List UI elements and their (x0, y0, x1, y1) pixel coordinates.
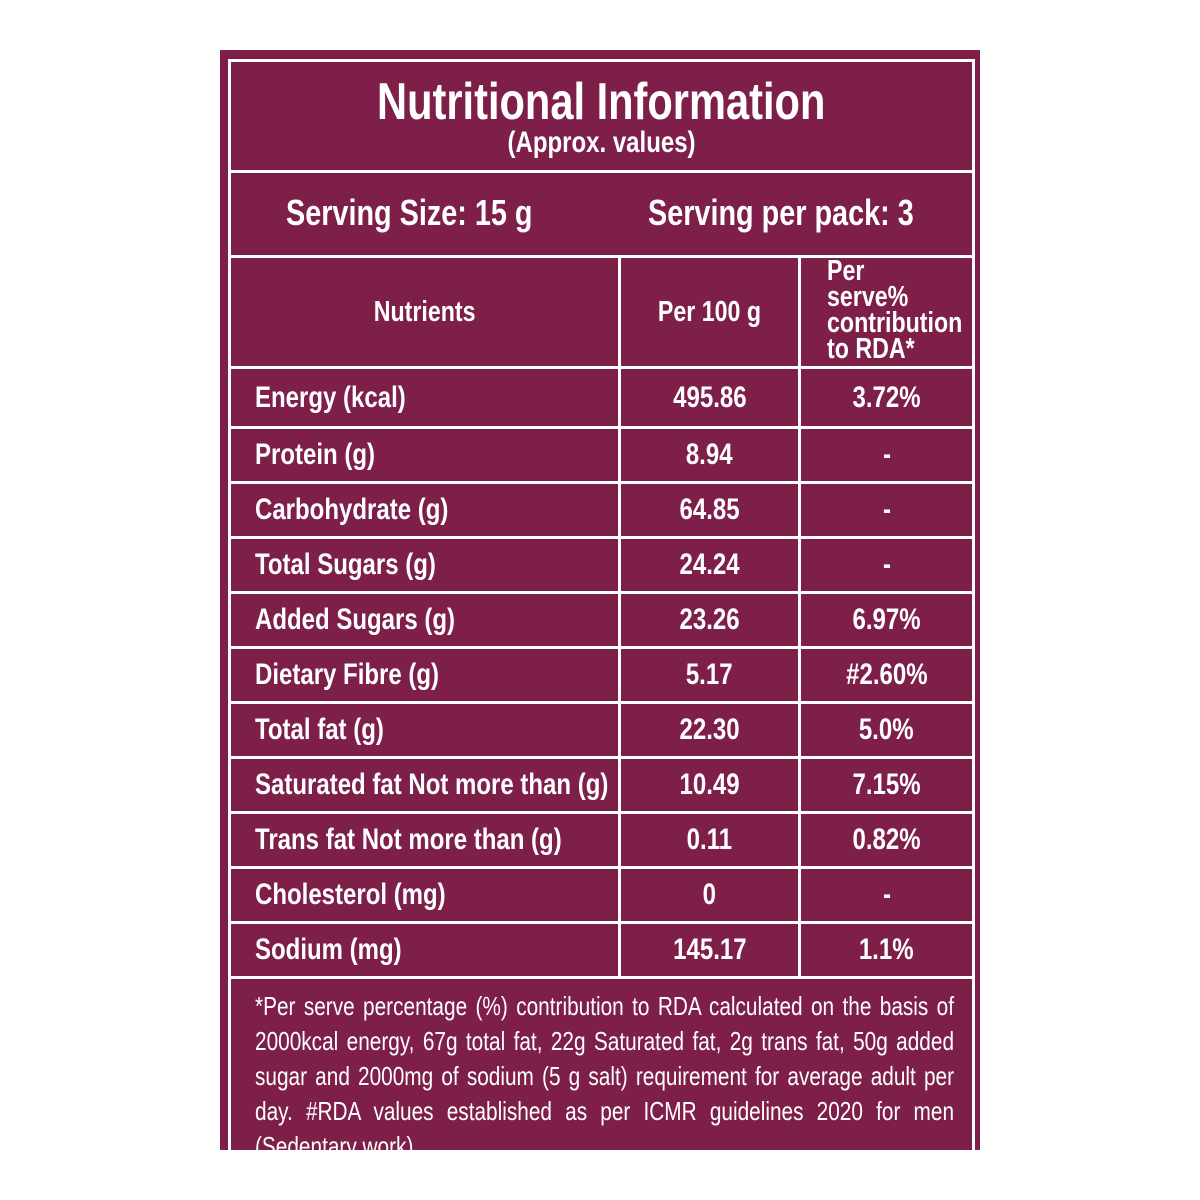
nutrient-row: Total fat (g) 22.30 5.0% (228, 701, 976, 759)
nutrient-name: Total Sugars (g) (228, 536, 621, 594)
nutrient-value: 5.0% (797, 701, 976, 759)
nutrient-name-text: Dietary Fibre (g) (255, 658, 440, 691)
nutrient-value: 5.17 (618, 646, 801, 704)
nutrient-name: Protein (g) (228, 426, 621, 484)
nutrient-value: 10.49 (618, 756, 801, 814)
nutrient-value: 24.24 (618, 536, 801, 594)
serving-size: Serving Size: 15 g (285, 192, 532, 233)
nutrient-value-text: #2.60% (845, 658, 928, 691)
nutrient-value-text: 495.86 (672, 380, 747, 414)
nutrient-name: Cholesterol (mg) (228, 866, 621, 924)
nutrient-name-text: Saturated fat Not more than (g) (255, 768, 609, 801)
nutrient-row: Total Sugars (g) 24.24 - (228, 536, 976, 594)
nutrient-name-text: Total fat (g) (255, 713, 384, 746)
nutrient-value-text: 7.15% (852, 768, 921, 801)
nutrient-value: 6.97% (797, 591, 976, 649)
nutrient-value: 64.85 (618, 481, 801, 539)
nutrient-name: Total fat (g) (228, 701, 621, 759)
nutrient-value: 3.72% (797, 366, 976, 429)
nutrient-value-text: 6.97% (852, 603, 921, 636)
nutrient-name-text: Sodium (mg) (255, 933, 402, 966)
nutrient-value-text: 5.17 (686, 658, 733, 691)
footnote-cell: *Per serve percentage (%) contribution t… (227, 976, 976, 1167)
nutrient-name-text: Trans fat Not more than (g) (255, 823, 562, 856)
nutrient-value-text: 23.26 (679, 603, 740, 636)
nutrient-value: 495.86 (618, 366, 801, 429)
nutrient-value: 145.17 (618, 921, 801, 979)
nutrient-value-text: 3.72% (852, 380, 921, 414)
nutrient-name-text: Protein (g) (255, 438, 375, 471)
nutrient-row: Energy (kcal) 495.86 3.72% (228, 366, 976, 429)
nutrient-row: Protein (g) 8.94 - (228, 426, 976, 484)
nutrient-row: Cholesterol (mg) 0 - (228, 866, 976, 924)
title: Nutritional Information (377, 73, 826, 131)
nutrient-name-text: Cholesterol (mg) (255, 878, 446, 911)
nutrient-name-text: Energy (kcal) (255, 380, 406, 414)
serving-cell: Serving Size: 15 g Serving per pack: 3 (227, 170, 976, 258)
serving-per-pack: Serving per pack: 3 (647, 192, 914, 233)
nutrient-row: Added Sugars (g) 23.26 6.97% (228, 591, 976, 649)
nutrient-value: - (797, 426, 976, 484)
column-header-text: Per 100 g (657, 295, 762, 328)
nutrition-table: Nutritional Information (Approx. values)… (227, 59, 976, 1167)
nutrient-value-text: 0.82% (852, 823, 921, 856)
subtitle: (Approx. values) (507, 126, 696, 159)
nutrient-value-text: - (882, 548, 891, 581)
nutrient-value: #2.60% (797, 646, 976, 704)
nutrient-value-text: 8.94 (686, 438, 733, 471)
nutrient-name: Carbohydrate (g) (228, 481, 621, 539)
nutrient-value: 23.26 (618, 591, 801, 649)
nutrition-panel: Nutritional Information (Approx. values)… (220, 50, 980, 1167)
nutrient-value-text: - (882, 438, 891, 471)
nutrient-value: 22.30 (618, 701, 801, 759)
nutrient-name-text: Total Sugars (g) (255, 548, 436, 581)
nutrient-name: Energy (kcal) (228, 366, 621, 429)
nutrient-value: - (797, 481, 976, 539)
nutrient-value-text: 10.49 (679, 768, 740, 801)
nutrient-value: 0 (618, 866, 801, 924)
nutrient-value: 7.15% (797, 756, 976, 814)
nutrient-value: 1.1% (797, 921, 976, 979)
nutrient-value-text: 0 (702, 878, 717, 911)
nutrient-value-text: - (882, 878, 891, 911)
nutrient-value: 0.82% (797, 811, 976, 869)
nutrient-value-text: 22.30 (679, 713, 740, 746)
nutrient-name-text: Added Sugars (g) (255, 603, 456, 636)
nutrient-value-text: 0.11 (686, 823, 733, 856)
nutrient-value-text: 64.85 (679, 493, 740, 526)
nutrient-value-text: 5.0% (859, 713, 914, 746)
nutrient-row: Carbohydrate (g) 64.85 - (228, 481, 976, 539)
nutrient-row: Trans fat Not more than (g) 0.11 0.82% (228, 811, 976, 869)
column-header-text: Per serve% contribution to RDA* (826, 255, 962, 365)
nutrient-name: Trans fat Not more than (g) (228, 811, 621, 869)
nutrient-value: 8.94 (618, 426, 801, 484)
nutrient-value: 0.11 (618, 811, 801, 869)
nutrient-value: - (797, 536, 976, 594)
nutrient-value-text: - (882, 493, 891, 526)
nutrient-row: Sodium (mg) 145.17 1.1% (228, 921, 976, 979)
nutrient-row: Saturated fat Not more than (g) 10.49 7.15… (228, 756, 976, 814)
nutrient-name: Saturated fat Not more than (g) (228, 756, 621, 814)
nutrient-value-text: 24.24 (679, 548, 740, 581)
nutrient-row: Dietary Fibre (g) 5.17 #2.60% (228, 646, 976, 704)
nutrient-value-text: 145.17 (672, 933, 747, 966)
nutrient-value: - (797, 866, 976, 924)
footnote: *Per serve percentage (%) contribution t… (255, 991, 955, 1161)
column-header-text: Nutrients (373, 295, 476, 328)
nutrient-name: Sodium (mg) (228, 921, 621, 979)
footnote-row: *Per serve percentage (%) contribution t… (227, 976, 976, 1167)
nutrient-name: Dietary Fibre (g) (228, 646, 621, 704)
column-header: Per serve% contribution to RDA* (797, 255, 976, 369)
title-cell: Nutritional Information (Approx. values) (227, 59, 976, 173)
nutrient-value-text: 1.1% (859, 933, 914, 966)
nutrient-name-text: Carbohydrate (g) (255, 493, 449, 526)
column-header: Nutrients (228, 255, 621, 369)
column-header: Per 100 g (618, 255, 801, 369)
nutrient-name: Added Sugars (g) (228, 591, 621, 649)
